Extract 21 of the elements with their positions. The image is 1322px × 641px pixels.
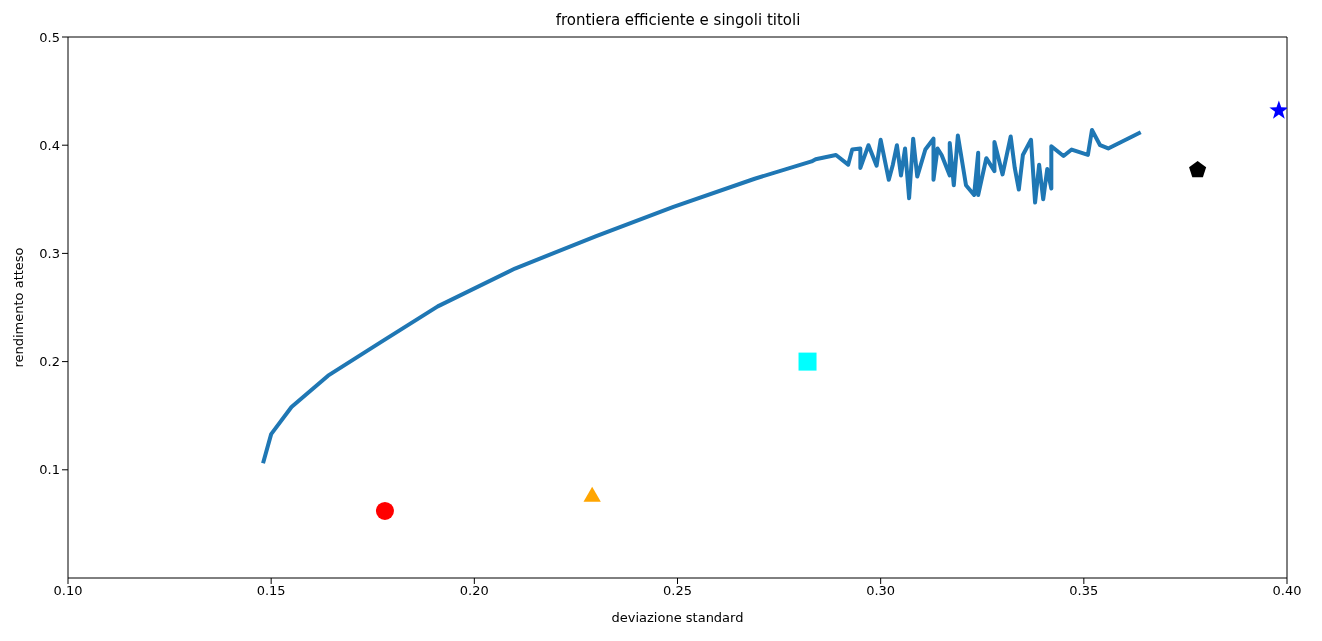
x-tick-label: 0.35 [1069, 583, 1099, 599]
y-tick-label: 0.2 [39, 354, 60, 370]
point [798, 352, 817, 371]
x-tick-label: 0.25 [663, 583, 692, 599]
x-axis-title: deviazione standard [611, 610, 744, 625]
y-tick-label: 0.5 [39, 29, 60, 45]
line-series [261, 128, 1143, 466]
x-tick-label: 0.10 [53, 583, 83, 599]
y-tick-label: 0.4 [39, 137, 60, 153]
y-tick-label: 0.3 [39, 246, 60, 262]
y-tick-label: 0.1 [39, 462, 60, 478]
x-tick-label: 0.40 [1272, 583, 1302, 599]
x-tick-label: 0.30 [866, 583, 896, 599]
chart-title: frontiera efficiente e singoli titoli [555, 11, 801, 29]
point [583, 486, 601, 502]
point [1269, 100, 1287, 119]
x-tick-label: 0.20 [459, 583, 489, 599]
point [375, 501, 394, 520]
y-axis-title: rendimento atteso [10, 247, 26, 368]
point [1189, 161, 1207, 178]
x-tick-label: 0.15 [256, 583, 286, 599]
